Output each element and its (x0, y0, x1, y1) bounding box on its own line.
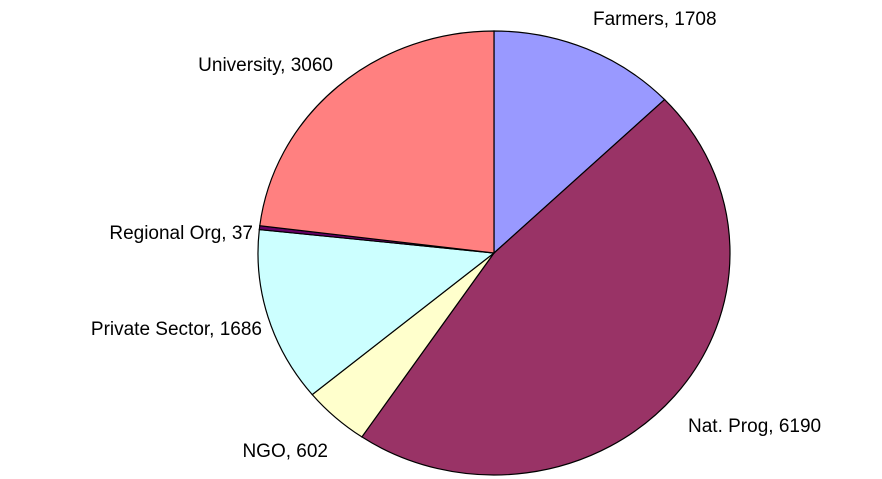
slice-label: Regional Org, 37 (109, 223, 253, 244)
slice-label: Private Sector, 1686 (91, 319, 262, 340)
pie-slice (360, 98, 731, 476)
slice-label: NGO, 602 (242, 441, 328, 462)
pie-slice (257, 228, 496, 396)
pie-slice (259, 30, 495, 254)
slice-label: University, 3060 (198, 55, 333, 76)
slice-label: Farmers, 1708 (593, 9, 717, 30)
pie-slice (493, 30, 666, 255)
slice-label: Nat. Prog, 6190 (688, 416, 821, 437)
